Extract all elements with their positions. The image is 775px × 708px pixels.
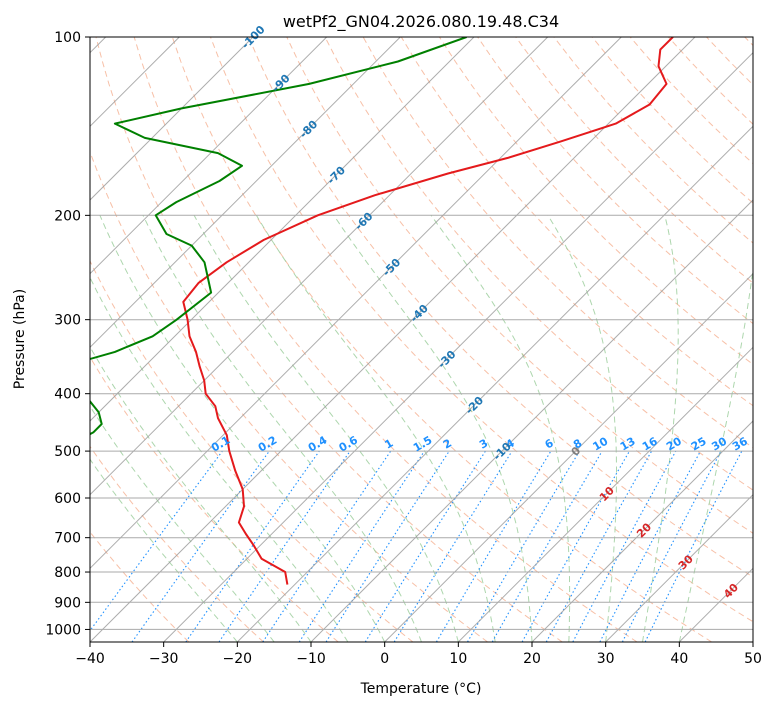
dry-adiabat xyxy=(171,37,712,642)
mixing-ratio-line xyxy=(393,450,513,642)
mixing-ratio-line xyxy=(185,450,320,642)
isotherm xyxy=(384,272,753,642)
y-tick-label: 500 xyxy=(54,444,81,460)
isotherm xyxy=(531,420,753,642)
x-tick-label: 10 xyxy=(449,651,467,667)
dry-adiabat xyxy=(90,259,414,642)
isotherm xyxy=(90,37,475,422)
profile-lines xyxy=(90,37,674,585)
x-axis: −40 −30 −20 −10 0 10 20 30 40 50 xyxy=(75,642,762,667)
y-tick-label: 800 xyxy=(54,565,81,581)
isotherm xyxy=(310,199,753,642)
x-tick-label: −30 xyxy=(149,651,179,667)
moist-adiabat xyxy=(193,215,459,642)
x-tick-label: 30 xyxy=(597,651,615,667)
x-tick-label: −10 xyxy=(296,651,326,667)
x-tick-label: 0 xyxy=(380,651,389,667)
isotherm xyxy=(90,37,328,275)
moist-adiabat xyxy=(90,345,312,642)
x-tick-label: −20 xyxy=(223,651,253,667)
y-axis-label: Pressure (hPa) xyxy=(12,289,28,389)
chart-title: wetPf2_GN04.2026.080.19.48.C34 xyxy=(283,12,559,32)
dry-adiabat xyxy=(210,37,753,623)
x-tick-label: −40 xyxy=(75,651,105,667)
isotherm xyxy=(90,37,622,570)
moist-adiabat xyxy=(333,215,533,642)
x-tick-label: 50 xyxy=(744,651,762,667)
y-tick-label: 300 xyxy=(54,313,81,329)
mixing-ratio-line xyxy=(262,450,392,642)
y-tick-label: 400 xyxy=(54,387,81,403)
mixing-ratio-line xyxy=(131,450,270,642)
dry-adiabat xyxy=(90,445,264,642)
plot-frame xyxy=(89,36,754,643)
mixing-ratio-line xyxy=(521,450,630,642)
y-axis: 100 200 300 400 500 600 700 800 900 1000 xyxy=(45,30,90,638)
moist-adiabat xyxy=(142,215,422,642)
moist-adiabat xyxy=(90,458,238,642)
isotherm xyxy=(90,37,401,349)
isotherm xyxy=(90,37,254,201)
x-tick-label: 20 xyxy=(523,651,541,667)
x-axis-label: Temperature (°C) xyxy=(360,681,482,697)
y-tick-label: 900 xyxy=(54,595,81,611)
y-tick-label: 200 xyxy=(54,208,81,224)
dry-adiabat xyxy=(515,37,753,284)
dry-adiabat xyxy=(90,356,339,642)
dry-adiabat xyxy=(286,37,753,534)
mixing-ratio-line xyxy=(90,450,223,632)
temperature-profile-line xyxy=(182,37,674,585)
dewpoint-profile-line xyxy=(90,37,467,436)
isotherm xyxy=(90,37,549,496)
dry-adiabat xyxy=(133,37,638,642)
moist-adiabat xyxy=(678,265,753,642)
moist-adiabat xyxy=(547,215,617,642)
isotherm xyxy=(163,51,753,642)
moist-adiabat xyxy=(642,215,679,642)
background-lines xyxy=(90,37,753,642)
isotherm xyxy=(236,125,753,642)
mixing-ratio-line xyxy=(298,450,425,642)
grid-lines xyxy=(90,37,753,642)
moist-adiabat xyxy=(90,405,275,642)
mixing-ratio-line xyxy=(325,450,450,642)
dry-adiabat xyxy=(248,37,753,578)
x-tick-label: 40 xyxy=(670,651,688,667)
mixing-ratio-line xyxy=(545,450,653,642)
moist-adiabat xyxy=(430,215,571,642)
isotherm xyxy=(605,493,753,642)
moist-adiabat xyxy=(99,215,386,642)
mixing-ratio-line xyxy=(572,450,677,642)
y-tick-label: 1000 xyxy=(45,622,81,638)
y-tick-label: 100 xyxy=(54,30,81,46)
isotherm xyxy=(457,346,753,642)
y-tick-label: 700 xyxy=(54,531,81,547)
mixing-ratio-line xyxy=(644,450,743,642)
isotherm xyxy=(90,37,696,642)
mixing-ratio-line xyxy=(218,450,351,642)
dry-adiabat xyxy=(324,37,753,491)
y-tick-label: 600 xyxy=(54,491,81,507)
